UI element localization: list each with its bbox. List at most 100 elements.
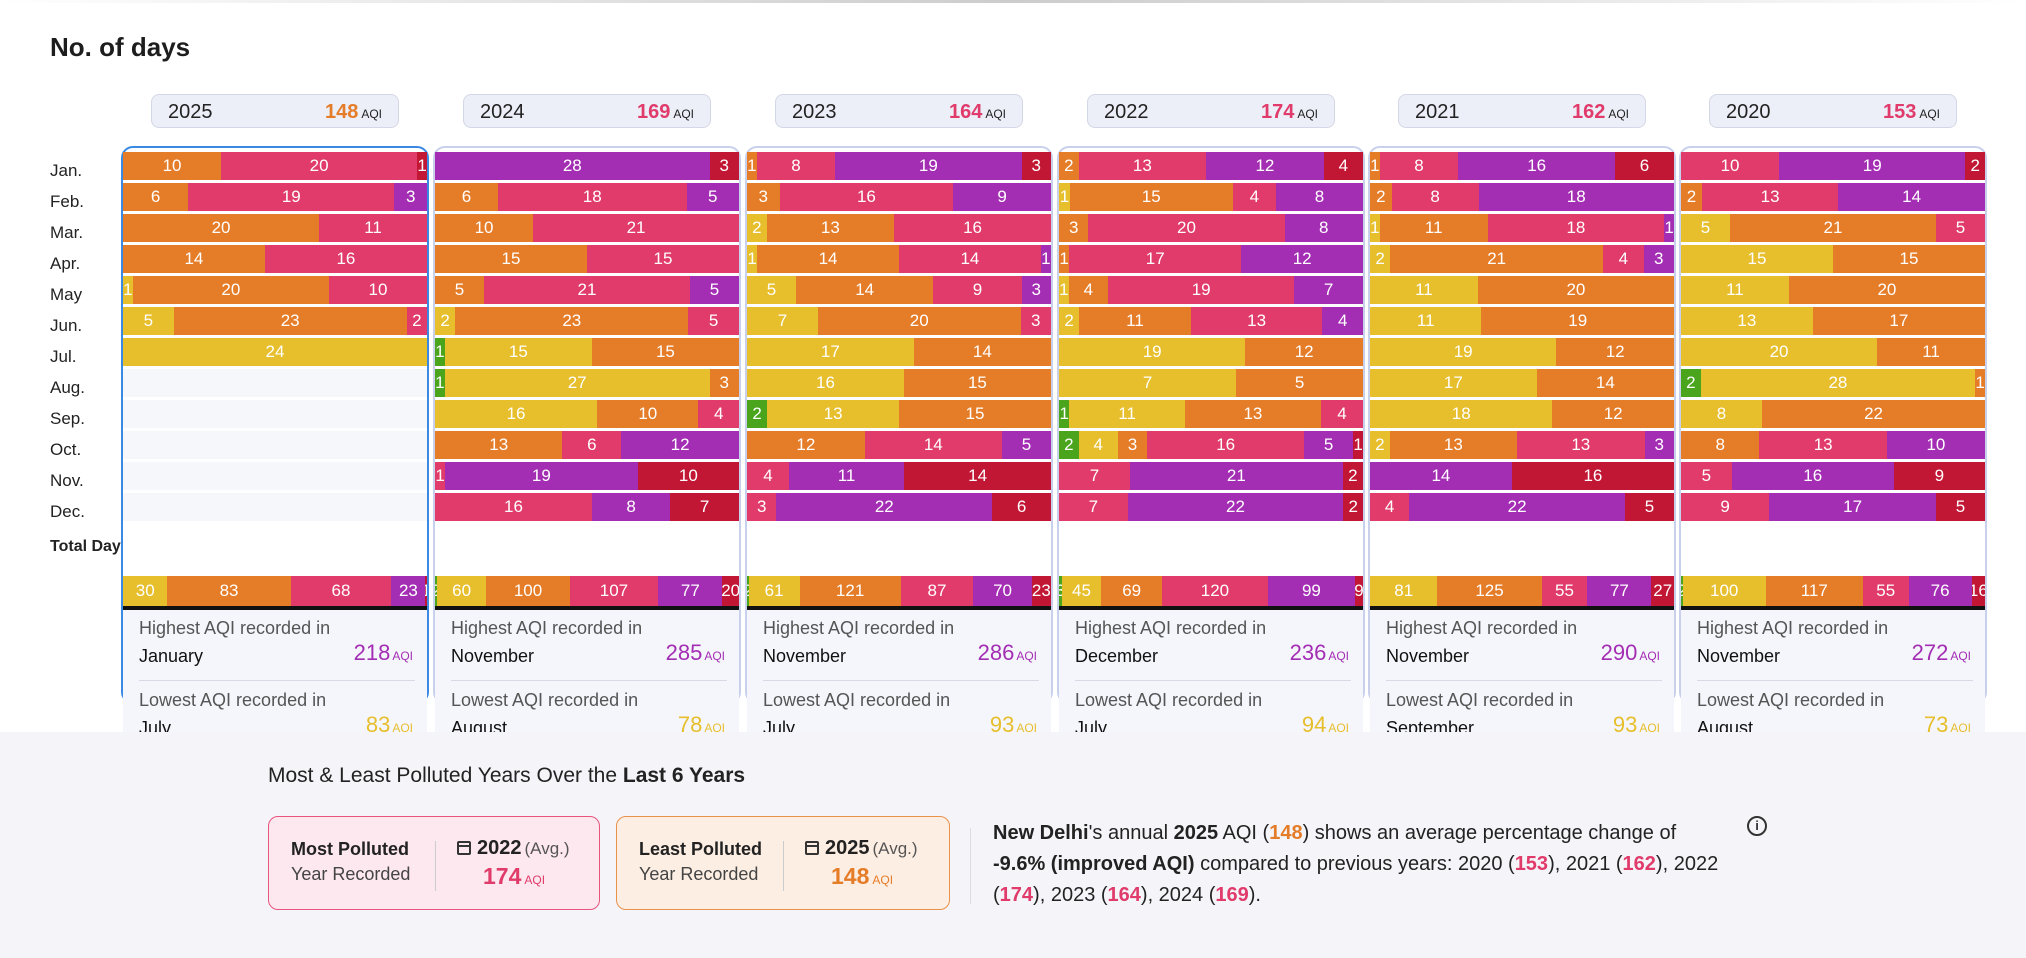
total-unhealthy-segment[interactable]: 87 xyxy=(900,576,974,606)
poor-segment[interactable]: 10 xyxy=(597,400,699,428)
total-days-bar[interactable]: 308368231 xyxy=(123,576,427,610)
poor-segment[interactable]: 2 xyxy=(1370,183,1392,211)
moderate-segment[interactable]: 4 xyxy=(1078,431,1118,459)
unhealthy-segment[interactable]: 6 xyxy=(562,431,622,459)
severe-segment[interactable]: 16 xyxy=(1458,152,1616,180)
total-good-segment[interactable]: 3 xyxy=(1059,576,1062,606)
hazardous-segment[interactable]: 16 xyxy=(1511,462,1674,490)
year-tab-2022[interactable]: 2022 174 AQI xyxy=(1087,94,1335,128)
month-bar[interactable]: 15 15 xyxy=(435,245,739,273)
month-bar[interactable]: 24 xyxy=(123,338,427,366)
year-card[interactable]: 1 8 19 3 3 16 9 2 13 16 1 14 14 1 5 14 9 3 7 20 3 17 14 16 15 2 13… xyxy=(745,146,1053,750)
unhealthy-segment[interactable]: 16 xyxy=(1147,431,1305,459)
poor-segment[interactable]: 4 xyxy=(1068,276,1109,304)
unhealthy-segment[interactable]: 4 xyxy=(698,400,739,428)
severe-segment[interactable]: 3 xyxy=(1021,276,1051,304)
poor-segment[interactable]: 10 xyxy=(123,152,222,180)
moderate-segment[interactable]: 5 xyxy=(1681,214,1731,242)
hazardous-segment[interactable]: 2 xyxy=(1965,152,1985,180)
severe-segment[interactable]: 1 xyxy=(1040,245,1051,273)
unhealthy-segment[interactable]: 5 xyxy=(1681,462,1732,490)
year-tab-2023[interactable]: 2023 164 AQI xyxy=(775,94,1023,128)
total-moderate-segment[interactable]: 100 xyxy=(1682,576,1766,606)
hazardous-segment[interactable]: 7 xyxy=(670,493,739,521)
unhealthy-segment[interactable]: 13 xyxy=(1190,307,1323,335)
moderate-segment[interactable]: 1 xyxy=(1059,183,1070,211)
poor-segment[interactable]: 1 xyxy=(1370,152,1380,180)
month-bar[interactable]: 1 8 19 3 xyxy=(747,152,1051,180)
hazardous-segment[interactable]: 10 xyxy=(637,462,739,490)
year-tab-2020[interactable]: 2020 153 AQI xyxy=(1709,94,1957,128)
good-segment[interactable]: 2 xyxy=(747,400,768,428)
total-hazardous-segment[interactable]: 20 xyxy=(722,576,739,606)
unhealthy-segment[interactable]: 5 xyxy=(688,307,739,335)
severe-segment[interactable]: 5 xyxy=(686,183,739,211)
total-poor-segment[interactable]: 121 xyxy=(799,576,901,606)
severe-segment[interactable]: 19 xyxy=(835,152,1022,180)
hazardous-segment[interactable]: 1 xyxy=(1353,431,1363,459)
total-poor-segment[interactable]: 117 xyxy=(1765,576,1863,606)
unhealthy-segment[interactable]: 8 xyxy=(1391,183,1479,211)
total-unhealthy-segment[interactable]: 68 xyxy=(290,576,392,606)
moderate-segment[interactable]: 24 xyxy=(123,338,427,366)
moderate-segment[interactable]: 13 xyxy=(767,400,899,428)
month-bar[interactable]: 5 21 5 xyxy=(435,276,739,304)
moderate-segment[interactable]: 17 xyxy=(1370,369,1537,397)
poor-segment[interactable]: 21 xyxy=(1390,245,1604,273)
unhealthy-segment[interactable]: 20 xyxy=(1088,214,1285,242)
unhealthy-segment[interactable]: 4 xyxy=(747,462,789,490)
severe-segment[interactable]: 3 xyxy=(1644,431,1674,459)
total-poor-segment[interactable]: 125 xyxy=(1437,576,1542,606)
poor-segment[interactable]: 8 xyxy=(1681,431,1760,459)
poor-segment[interactable]: 12 xyxy=(1245,338,1363,366)
poor-segment[interactable]: 14 xyxy=(913,338,1051,366)
year-card[interactable]: 1020161932011141612010523224308368231Hig… xyxy=(121,146,429,750)
severe-segment[interactable]: 14 xyxy=(1370,462,1512,490)
hazardous-segment[interactable]: 4 xyxy=(1323,152,1363,180)
unhealthy-segment[interactable]: 8 xyxy=(1379,152,1459,180)
month-bar[interactable]: 3 22 6 xyxy=(747,493,1051,521)
year-card[interactable]: 2 13 12 4 1 15 4 8 3 20 8 1 17 12 1 4 19 7 2 11 13 4 19 12 7 5 1 11… xyxy=(1057,146,1365,750)
unhealthy-segment[interactable]: 17 xyxy=(1069,245,1242,273)
severe-segment[interactable]: 7 xyxy=(1294,276,1363,304)
severe-segment[interactable]: 21 xyxy=(1129,462,1343,490)
unhealthy-segment[interactable]: 1 xyxy=(435,462,446,490)
unhealthy-segment[interactable]: 9 xyxy=(933,276,1022,304)
poor-segment[interactable]: 1 xyxy=(1059,245,1070,273)
severe-segment[interactable]: 16 xyxy=(1731,462,1894,490)
good-segment[interactable]: 2 xyxy=(1681,369,1701,397)
month-bar[interactable]: 19 12 xyxy=(1059,338,1363,366)
moderate-segment[interactable]: 2 xyxy=(747,214,767,242)
unhealthy-segment[interactable]: 21 xyxy=(484,276,690,304)
moderate-segment[interactable]: 7 xyxy=(1059,369,1237,397)
poor-segment[interactable]: 11 xyxy=(1877,338,1985,366)
moderate-segment[interactable]: 1 xyxy=(1370,214,1380,242)
poor-segment[interactable]: 6 xyxy=(123,183,189,211)
total-hazardous-segment[interactable]: 16 xyxy=(1971,576,1985,606)
poor-segment[interactable]: 20 xyxy=(1788,276,1985,304)
total-days-bar[interactable]: 34569120999 xyxy=(1059,576,1363,610)
hazardous-segment[interactable]: 14 xyxy=(904,462,1051,490)
severe-segment[interactable]: 22 xyxy=(1409,493,1625,521)
severe-segment[interactable]: 8 xyxy=(1284,214,1363,242)
month-bar[interactable]: 5 21 5 xyxy=(1681,214,1985,242)
total-unhealthy-segment[interactable]: 107 xyxy=(569,576,659,606)
month-bar[interactable]: 1 11 13 4 xyxy=(1059,400,1363,428)
total-severe-segment[interactable]: 76 xyxy=(1908,576,1972,606)
month-bar[interactable]: 10 21 xyxy=(435,214,739,242)
good-segment[interactable]: 1 xyxy=(435,369,445,397)
month-bar[interactable]: 11 20 xyxy=(1370,276,1674,304)
poor-segment[interactable]: 2 xyxy=(1059,152,1079,180)
unhealthy-segment[interactable]: 9 xyxy=(1681,493,1770,521)
poor-segment[interactable]: 14 xyxy=(796,276,934,304)
year-card[interactable]: 1 8 16 6 2 8 18 1 11 18 1 2 21 4 3 11 20 11 19 19 12 17 14 18 12… xyxy=(1368,146,1676,750)
total-good-segment[interactable]: 2 xyxy=(1681,576,1683,606)
month-bar[interactable]: 2 13 13 3 xyxy=(1370,431,1674,459)
poor-segment[interactable]: 13 xyxy=(766,214,895,242)
severe-segment[interactable]: 4 xyxy=(1322,307,1363,335)
poor-segment[interactable]: 14 xyxy=(1536,369,1674,397)
moderate-segment[interactable]: 8 xyxy=(1681,400,1763,428)
total-severe-segment[interactable]: 23 xyxy=(391,576,426,606)
unhealthy-segment[interactable]: 3 xyxy=(747,493,777,521)
